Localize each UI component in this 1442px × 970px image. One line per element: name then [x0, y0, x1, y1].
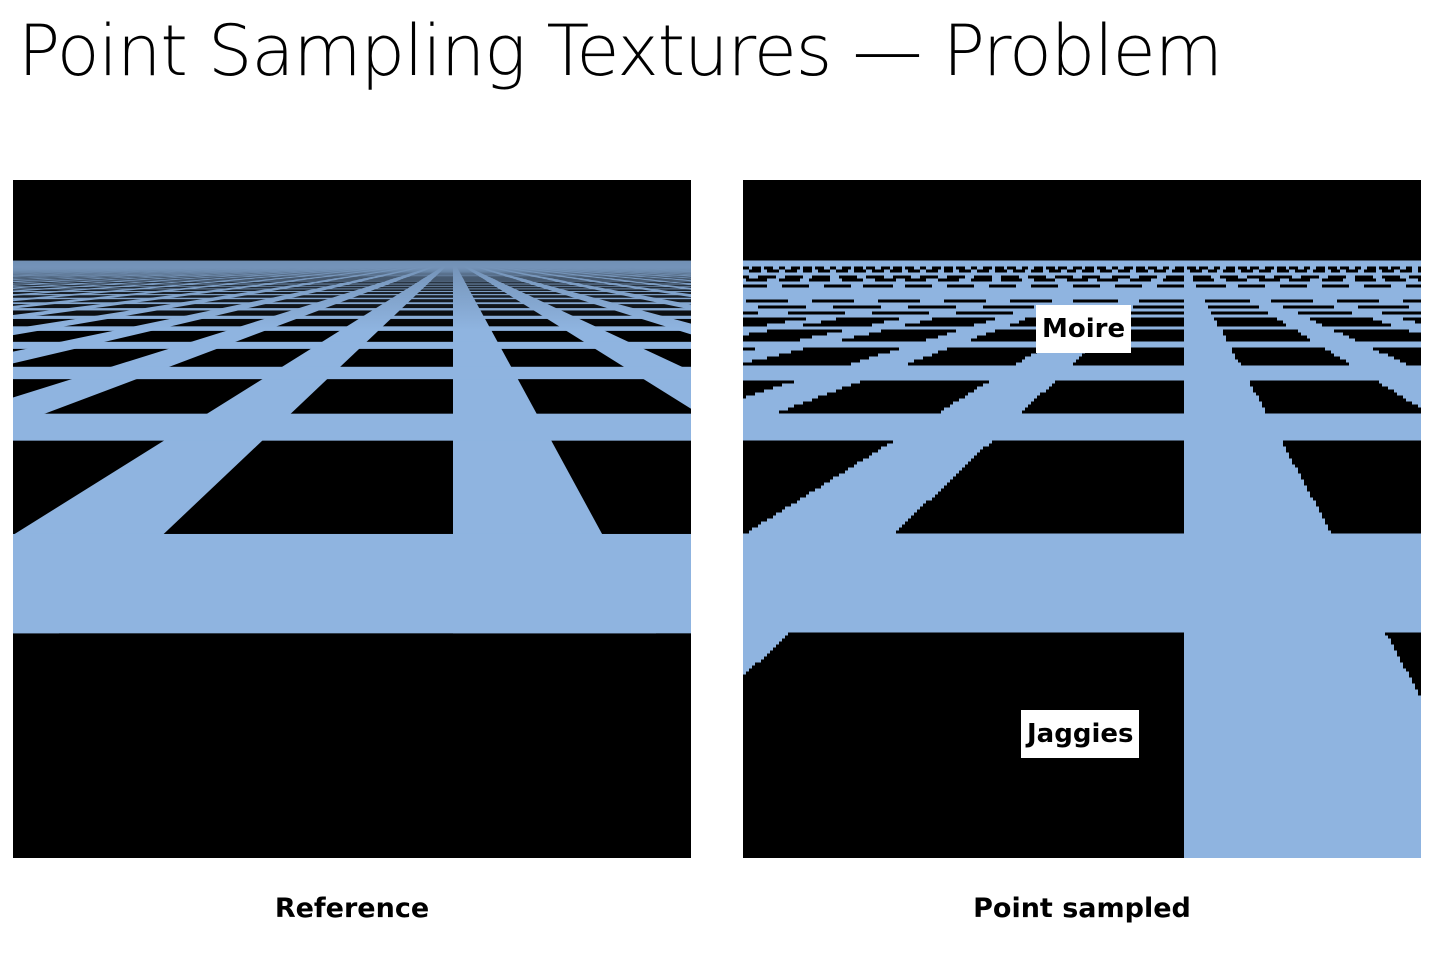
moire-callout: Moire [1036, 305, 1132, 353]
jaggies-callout: Jaggies [1021, 710, 1140, 758]
point-sampled-caption: Point sampled [973, 893, 1191, 924]
point-sampled-grid-render [743, 260, 1421, 858]
slide-title: Point Sampling Textures — Problem [18, 10, 1223, 92]
point-sampled-image: Moire Jaggies [743, 180, 1421, 858]
reference-grid-render [13, 180, 691, 634]
reference-image [13, 180, 691, 858]
reference-caption: Reference [274, 893, 430, 924]
